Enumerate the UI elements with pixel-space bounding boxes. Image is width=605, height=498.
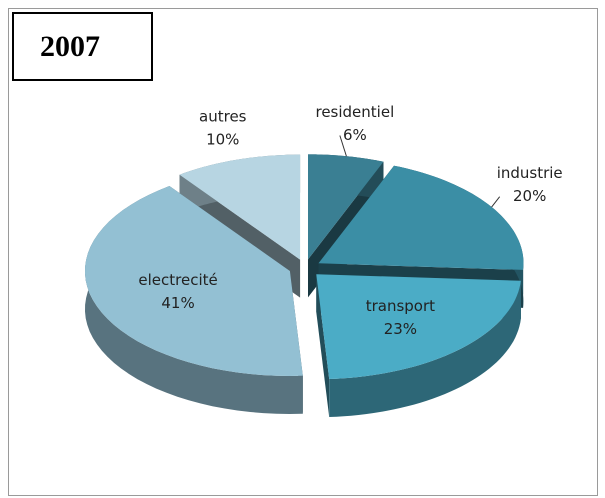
slice xyxy=(318,165,524,270)
category-label: electrecité xyxy=(138,271,217,289)
category-label: autres xyxy=(199,107,247,125)
category-label: industrie xyxy=(497,164,563,182)
value-label: 10% xyxy=(206,130,239,148)
slice-side xyxy=(329,280,521,417)
value-label: 20% xyxy=(513,187,546,205)
slice xyxy=(85,186,303,376)
leader-line xyxy=(491,196,501,208)
title-box xyxy=(12,12,153,81)
value-label: 23% xyxy=(384,320,417,338)
slice-wall xyxy=(316,274,330,417)
value-label: 6% xyxy=(343,126,367,144)
slice xyxy=(308,154,384,260)
slice xyxy=(179,154,301,260)
leader-line xyxy=(339,135,347,157)
chart-title: 2007 xyxy=(40,30,100,63)
slice xyxy=(316,274,521,379)
category-label: transport xyxy=(366,297,435,315)
slice-side xyxy=(85,186,303,414)
value-label: 41% xyxy=(161,294,194,312)
category-label: residentiel xyxy=(315,103,394,121)
